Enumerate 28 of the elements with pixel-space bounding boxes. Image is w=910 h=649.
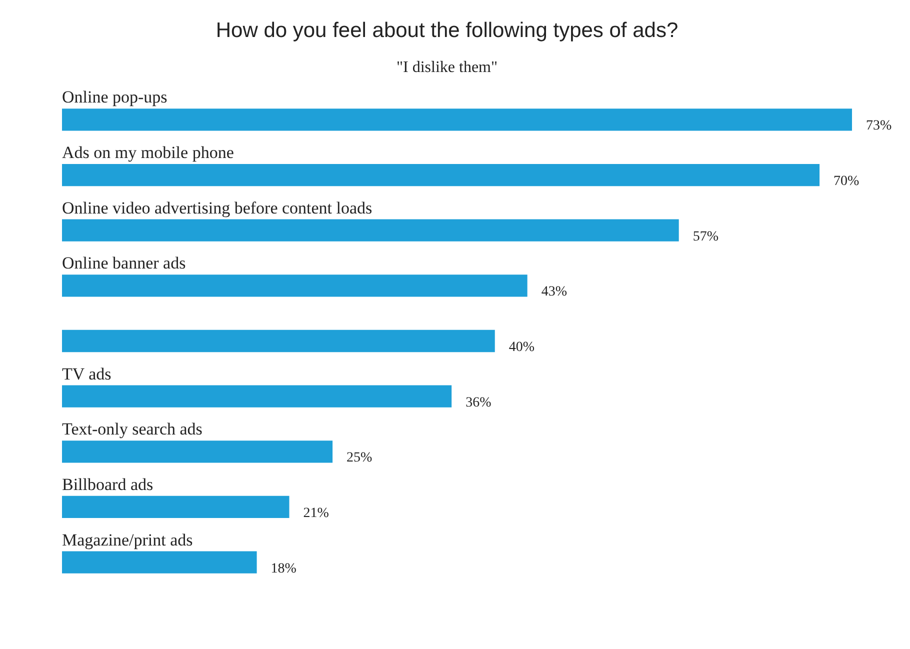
y-tick-label: Text-only search ads (62, 420, 202, 439)
chart-subtitle: "I dislike them" (396, 59, 498, 76)
y-tick-label: Magazine/print ads (62, 530, 193, 550)
y-tick-label: Online pop-ups (62, 88, 168, 107)
y-tick-label: Ads on my mobile phone (62, 143, 234, 162)
y-tick-label: TV ads (62, 364, 112, 384)
data-label: 18% (270, 561, 297, 576)
data-label: 73% (866, 118, 892, 134)
chart-title: How do you feel about the following types of ads? (216, 19, 678, 42)
bar (62, 551, 257, 574)
bar (62, 108, 852, 131)
bar (62, 440, 333, 463)
data-label: 57% (692, 229, 719, 244)
data-label: 25% (346, 450, 373, 466)
bar (62, 274, 528, 297)
bar (62, 219, 679, 242)
data-label: 40% (508, 340, 535, 355)
y-tick-label: Billboard ads (62, 474, 154, 494)
y-tick-label: Online banner ads (62, 254, 186, 273)
data-label: 21% (303, 506, 330, 521)
bar (62, 385, 452, 408)
bar (62, 330, 495, 352)
data-label: 36% (466, 395, 492, 410)
data-label: 43% (541, 284, 568, 300)
y-tick-label: Online video advertising before content loads (62, 198, 372, 218)
bar (62, 496, 290, 518)
bar (62, 164, 820, 186)
data-label: 70% (834, 174, 860, 190)
